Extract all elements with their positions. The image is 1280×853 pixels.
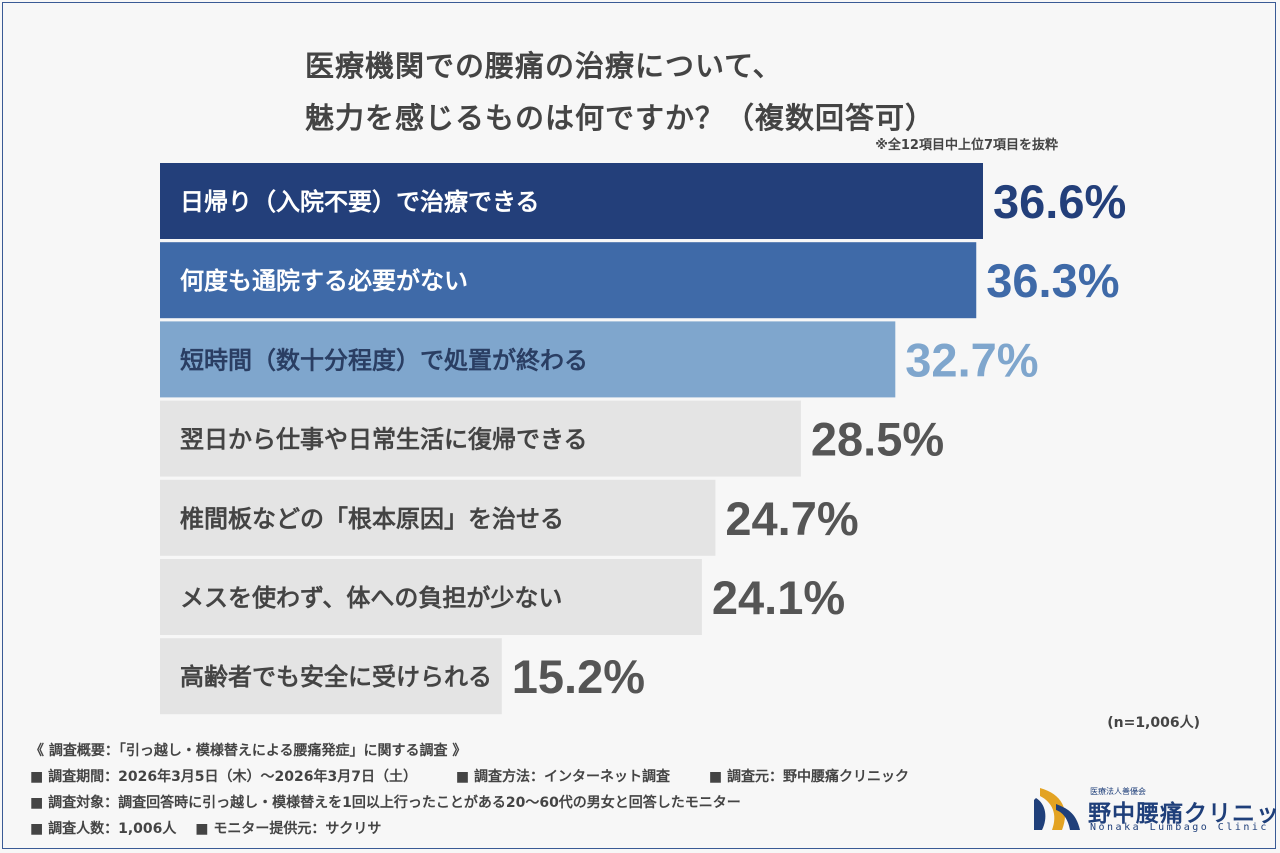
survey-overview: 《 調査概要：「引っ越し・模様替えによる腰痛発症」に関する調査 》 ■ 調査期間… (30, 738, 909, 842)
bar-5 (160, 479, 716, 556)
bar-label-3: 短時間（数十分程度）で処置が終わる (180, 346, 588, 374)
bar-label-5: 椎間板などの「根本原因」を治せる (180, 505, 564, 533)
value-label-5: 24.7% (725, 492, 858, 545)
bar-label-6: メスを使わず、体への負担が少ない (180, 584, 562, 612)
bar-label-2: 何度も通院する必要がない (180, 267, 468, 295)
sample-size: (n=1,006人) (1107, 715, 1200, 731)
bar-4 (160, 400, 801, 477)
survey-count: ■ 調査人数：1,006人 (30, 821, 177, 837)
bar-label-7: 高齢者でも安全に受けられる (180, 663, 492, 691)
bar-7 (160, 638, 502, 715)
survey-period: ■ 調査期間：2026年3月5日（木）〜2026年3月7日（土） (30, 769, 417, 785)
value-label-2: 36.3% (986, 254, 1119, 307)
bar-2 (160, 242, 977, 319)
survey-method: ■ 調査方法：インターネット調査 (455, 769, 670, 785)
value-label-6: 24.1% (712, 571, 845, 624)
bar-1 (160, 163, 983, 239)
survey-target: ■ 調査対象：調査回答時に引っ越し・模様替えを1回以上行ったことがある20〜60… (30, 795, 741, 811)
title-line-1: 医療機関での腰痛の治療について、 (305, 49, 783, 83)
bar-6 (160, 559, 702, 635)
survey-count-row: ■ 調査人数：1,006人 ■ モニター提供元：サクリサ (30, 816, 909, 842)
bar-3 (160, 321, 896, 398)
logo-english: Nonaka Lumbago Clinic (1090, 822, 1269, 833)
logo-name: 野中腰痛クリニック (1088, 801, 1280, 827)
survey-meta-row: ■ 調査期間：2026年3月5日（木）〜2026年3月7日（土） ■ 調査方法：… (30, 764, 909, 790)
excerpt-note: ※全12項目中上位7項目を抜粋 (875, 138, 1058, 153)
title-line-2: 魅力を感じるものは何ですか？（複数回答可） (305, 101, 936, 135)
clinic-logo: 医療法人善優会 野中腰痛クリニック Nonaka Lumbago Clinic (1032, 784, 1280, 836)
value-label-7: 15.2% (512, 650, 645, 703)
chart-title: 医療機関での腰痛の治療について、 魅力を感じるものは何ですか？（複数回答可） (305, 40, 935, 144)
value-label-4: 28.5% (811, 413, 944, 466)
survey-provider: ■ モニター提供元：サクリサ (195, 821, 382, 837)
logo-subtitle: 医療法人善優会 (1090, 787, 1146, 796)
bar-label-1: 日帰り（入院不要）で治療できる (180, 188, 540, 216)
value-label-1: 36.6% (993, 175, 1126, 228)
survey-heading: 《 調査概要：「引っ越し・模様替えによる腰痛発症」に関する調査 》 (30, 743, 467, 759)
clinic-logo-mark-icon (1034, 788, 1080, 830)
bar-label-4: 翌日から仕事や日常生活に復帰できる (180, 426, 588, 454)
survey-source: ■ 調査元：野中腰痛クリニック (708, 769, 909, 785)
value-label-3: 32.7% (905, 333, 1038, 386)
